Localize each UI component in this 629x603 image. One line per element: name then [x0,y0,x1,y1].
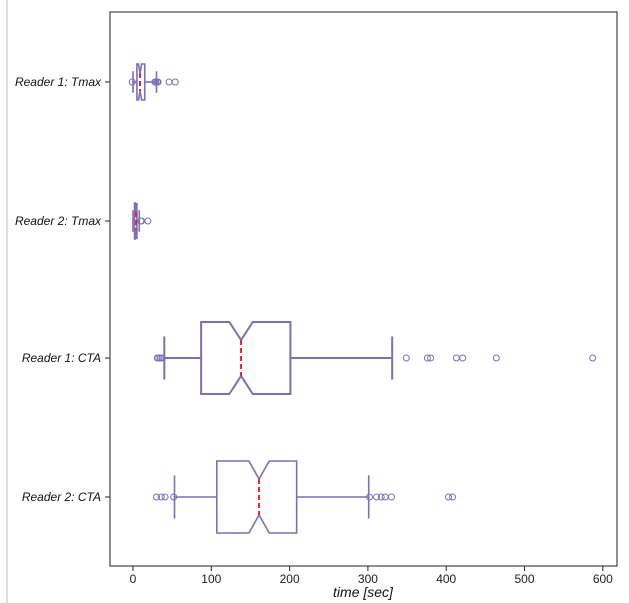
box-body [215,460,298,534]
outlier-point [377,493,385,501]
box-group [152,460,456,534]
x-tick-label: 400 [436,572,456,586]
y-tick-label: Reader 2: Tmax [15,214,102,228]
outlier-point [445,493,453,501]
outlier-point [402,354,410,362]
outlier-point [365,493,373,501]
outlier-point [423,354,431,362]
outlier-point [387,493,395,501]
outlier-point [459,354,467,362]
outlier-point [373,493,381,501]
outlier-point [448,493,456,501]
box-body [200,321,292,395]
outlier-point [158,354,166,362]
y-tick-label: Reader 1: Tmax [15,75,102,89]
boxes-layer [128,63,597,534]
outlier-point [170,493,178,501]
outlier-point [157,493,165,501]
plot-frame [109,11,618,567]
box-group [128,63,179,101]
outlier-point [171,78,179,86]
outlier-point [381,493,389,501]
outlier-point [161,493,169,501]
outlier-point [128,78,136,86]
x-tick-label: 300 [358,572,378,586]
outlier-point [165,78,173,86]
outlier-point [427,354,435,362]
y-axis: Reader 1: Tmax Reader 2: Tmax Reader 1: CT… [15,75,110,504]
x-tick-label: 0 [130,572,137,586]
box-group [153,321,597,395]
outlier-point [144,217,152,225]
x-tick-label: 600 [593,572,613,586]
y-tick-label: Reader 2: CTA [22,490,101,504]
x-tick-label: 500 [515,572,535,586]
x-axis-label: time [sec] [333,584,394,600]
box-body [133,202,138,240]
outlier-point [492,354,500,362]
x-axis: 0 100 200 300 400 500 600 [130,566,613,586]
outlier-point [589,354,597,362]
outlier-point [152,493,160,501]
outlier-point [452,354,460,362]
box-group [132,202,152,240]
x-tick-label: 100 [201,572,221,586]
outlier-point [154,78,162,86]
box-body [136,63,146,101]
x-tick-label: 200 [280,572,300,586]
y-tick-label: Reader 1: CTA [22,351,101,365]
